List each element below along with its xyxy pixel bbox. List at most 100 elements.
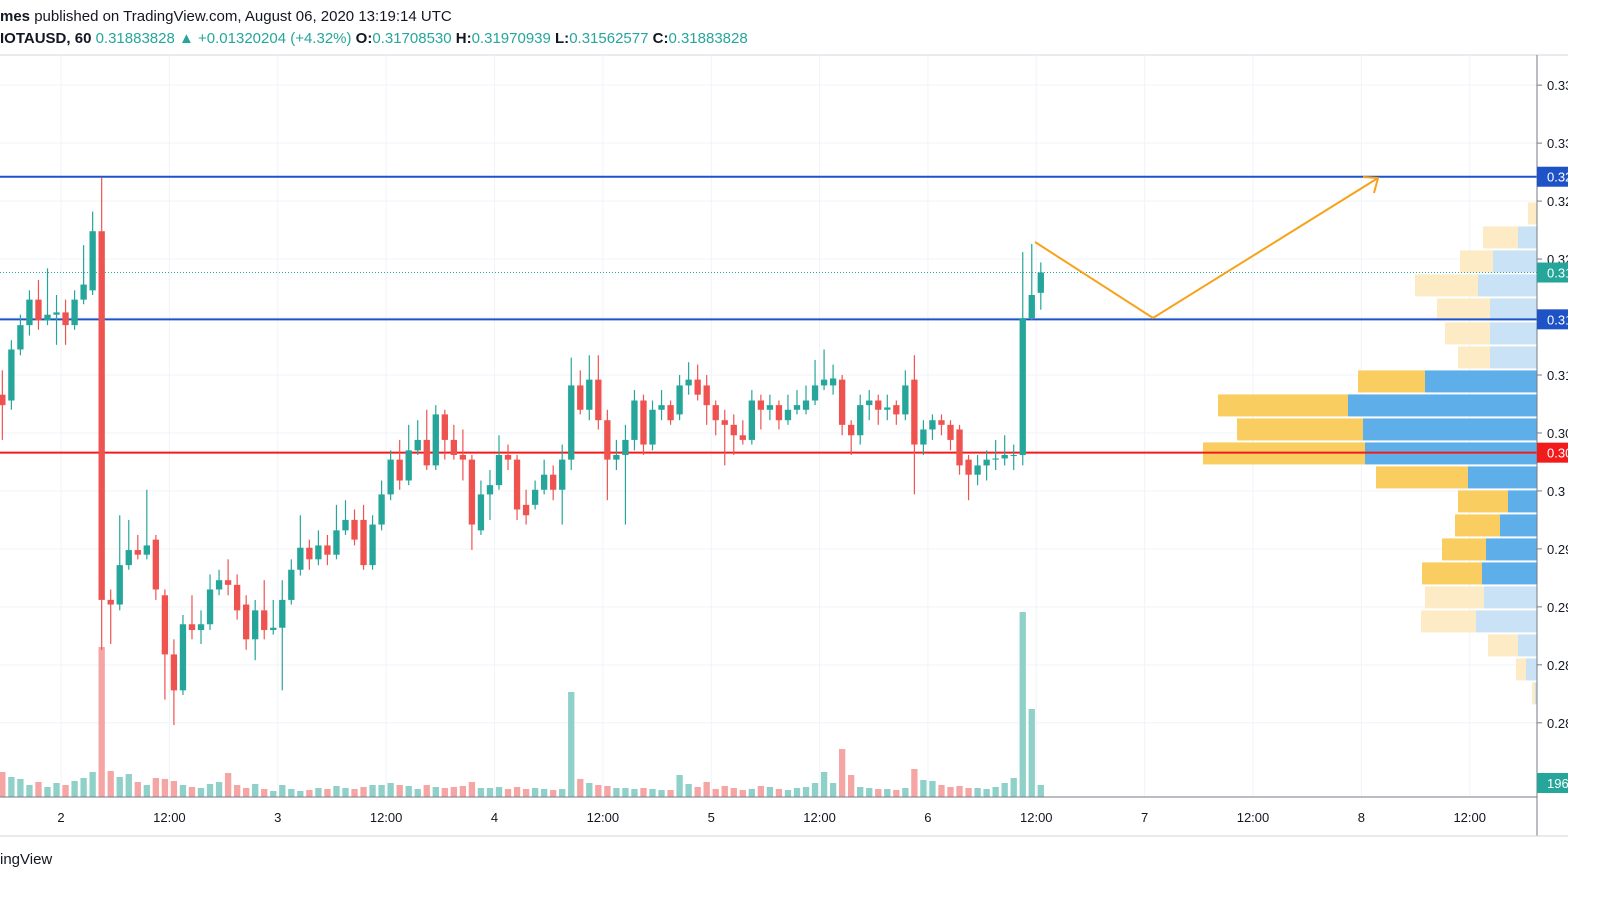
- volume-bar: [351, 789, 358, 797]
- candle-body: [233, 584, 241, 611]
- candle-body: [730, 424, 737, 436]
- candle-body: [902, 385, 909, 415]
- candle-body: [161, 595, 169, 655]
- candle-body: [595, 379, 602, 421]
- profile-down: [1237, 418, 1363, 441]
- profile-down: [1358, 370, 1425, 393]
- y-tick-label: 0.33: [1547, 136, 1572, 151]
- candle-body: [315, 545, 322, 560]
- volume-bar: [811, 783, 819, 797]
- profile-down: [1455, 514, 1500, 537]
- volume-bar: [829, 783, 837, 797]
- candle-body: [766, 405, 774, 410]
- candle-body: [459, 454, 467, 460]
- candle-body: [242, 604, 250, 640]
- o-value: 0.31708530: [372, 30, 451, 47]
- candle-body: [559, 459, 566, 490]
- profile-up: [1478, 274, 1537, 297]
- candle-body: [712, 405, 719, 421]
- candle-body: [820, 379, 828, 386]
- volume-bar: [613, 788, 620, 797]
- x-tick-label: 4: [491, 810, 498, 825]
- volume-bar: [685, 784, 692, 797]
- profile-up: [1425, 370, 1537, 393]
- candle-body: [423, 439, 430, 466]
- candle-body: [62, 312, 69, 326]
- volume-bar: [676, 775, 683, 797]
- candle-body: [504, 454, 512, 460]
- volume-bar: [739, 790, 746, 797]
- candle-body: [288, 569, 295, 600]
- volume-bar: [315, 788, 322, 797]
- candle-body: [956, 429, 963, 466]
- volume-bar: [215, 782, 223, 797]
- x-tick-label: 12:00: [803, 810, 836, 825]
- profile-up: [1535, 682, 1537, 705]
- y-tick-label: 0.335: [1547, 78, 1580, 93]
- profile-up: [1486, 538, 1537, 561]
- candle-body: [965, 459, 972, 475]
- profile-up: [1493, 250, 1537, 273]
- candle-body: [793, 405, 801, 410]
- candle-body: [387, 459, 394, 495]
- o-label: O:: [356, 30, 373, 47]
- x-tick-label: 12:00: [1237, 810, 1270, 825]
- candle-body: [613, 454, 620, 460]
- profile-up: [1490, 298, 1537, 321]
- profile-up: [1476, 610, 1537, 633]
- profile-down: [1460, 250, 1493, 273]
- x-tick-label: 12:00: [153, 810, 186, 825]
- volume-bar: [531, 788, 539, 797]
- volume-bar: [893, 790, 900, 797]
- volume-bar: [631, 789, 638, 797]
- candle-body: [71, 299, 78, 326]
- y-tick-label: 0.29: [1547, 600, 1572, 615]
- x-tick-label: 12:00: [587, 810, 620, 825]
- volume-bar: [432, 787, 439, 797]
- volume-bar: [929, 781, 936, 797]
- candle-body: [297, 547, 304, 570]
- candle-body: [107, 599, 114, 605]
- candle-body: [270, 627, 277, 631]
- volume-bar: [522, 789, 530, 797]
- candle-body: [866, 400, 873, 406]
- candle-body: [261, 610, 268, 631]
- volume-bar: [242, 788, 250, 797]
- volume-bar: [324, 789, 331, 797]
- volume-bar: [568, 692, 575, 797]
- candle-body: [279, 599, 286, 628]
- profile-down: [1445, 322, 1490, 345]
- profile-down: [1528, 202, 1537, 225]
- volume-bar: [152, 778, 160, 797]
- candle-body: [1037, 272, 1044, 293]
- volume-bar: [938, 785, 945, 797]
- volume-bar: [550, 790, 557, 797]
- candle-body: [342, 519, 349, 531]
- profile-up: [1363, 418, 1537, 441]
- volume-bar: [604, 786, 611, 797]
- volume-bar: [80, 778, 87, 797]
- profile-up: [1490, 346, 1537, 369]
- candle-body: [441, 414, 448, 440]
- volume-bar: [333, 786, 340, 797]
- candle-body: [1028, 294, 1035, 319]
- candle-body: [947, 424, 954, 440]
- candle-body: [252, 610, 259, 640]
- profile-down: [1516, 658, 1526, 681]
- candle-body: [1010, 454, 1017, 456]
- profile-up: [1348, 394, 1537, 417]
- volume-bar: [261, 789, 268, 797]
- volume-bar: [0, 772, 6, 797]
- profile-down: [1483, 226, 1518, 249]
- candle-body: [658, 405, 665, 410]
- levels: [0, 175, 1537, 454]
- y-tick-label: 0.3: [1547, 484, 1565, 499]
- volume-bar: [134, 782, 141, 797]
- volume-bar: [279, 785, 286, 797]
- candle-body: [450, 439, 458, 455]
- profile-up: [1500, 514, 1537, 537]
- candle-body: [89, 231, 96, 291]
- candle-body: [80, 284, 87, 300]
- profile-down: [1415, 274, 1478, 297]
